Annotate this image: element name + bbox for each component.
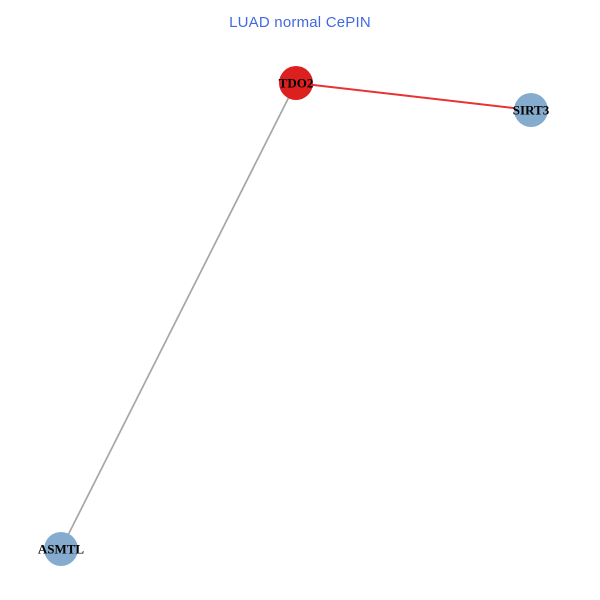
node-label-TDO2: TDO2 [279, 76, 314, 91]
edges-layer [60, 82, 532, 550]
node-label-SIRT3: SIRT3 [513, 103, 550, 118]
node-ASMTL: ASMTL [38, 532, 85, 566]
nodes-layer: TDO2 SIRT3 ASMTL [38, 66, 550, 566]
node-circle-TDO2 [279, 66, 313, 100]
edge-TDO2-ASMTL [60, 82, 297, 550]
node-SIRT3: SIRT3 [513, 93, 550, 127]
node-TDO2: TDO2 [279, 66, 314, 100]
node-label-ASMTL: ASMTL [38, 542, 85, 557]
plot-title: LUAD normal CePIN [229, 14, 371, 31]
node-circle-SIRT3 [514, 93, 548, 127]
edge-TDO2-SIRT3 [295, 82, 532, 111]
node-circle-ASMTL [44, 532, 78, 566]
